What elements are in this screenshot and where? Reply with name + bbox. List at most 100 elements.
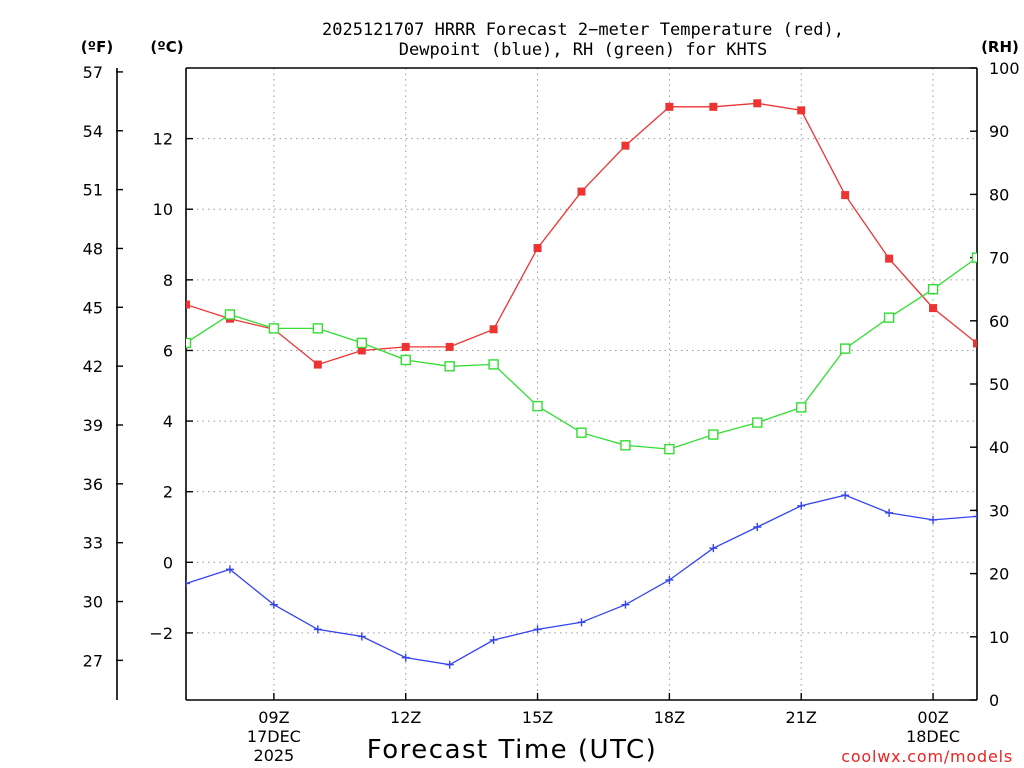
- 2-meter-temperature-point: [533, 244, 542, 253]
- fahrenheit-tick-label: 48: [83, 239, 103, 258]
- rh-point: [620, 440, 631, 451]
- dewpoint-point: [445, 660, 454, 669]
- chart-title-line1: 2025121707 HRRR Forecast 2−meter Tempera…: [322, 20, 844, 40]
- dewpoint-point: [797, 501, 806, 510]
- rh-unit-label: (RH): [981, 38, 1019, 56]
- celsius-tick-label: −2: [149, 624, 173, 643]
- 2-meter-temperature-point: [885, 254, 894, 263]
- rh-point: [796, 402, 807, 413]
- rh-point: [532, 400, 543, 412]
- celsius-tick-label: 4: [163, 412, 173, 431]
- rh-tick-label: 70: [989, 249, 1009, 268]
- fahrenheit-tick-label: 54: [83, 122, 103, 141]
- rh-tick-label: 100: [989, 59, 1020, 78]
- celsius-tick-label: 12: [153, 130, 173, 149]
- 2-meter-temperature-point: [665, 102, 674, 111]
- x-axis-title: Forecast Time (UTC): [367, 735, 658, 765]
- rh-tick-label: 90: [989, 122, 1009, 141]
- dewpoint-point: [533, 625, 542, 634]
- dewpoint-point: [621, 600, 630, 609]
- 2-meter-temperature-point: [357, 346, 366, 355]
- 2-meter-temperature-point: [797, 106, 806, 115]
- x-tick-label: 18Z: [654, 708, 685, 727]
- dewpoint-point: [973, 512, 977, 521]
- rh-tick-label: 40: [989, 438, 1009, 457]
- rh-point: [971, 252, 977, 263]
- chart-title-line2: Dewpoint (blue), RH (green) for KHTS: [399, 40, 767, 60]
- dewpoint-point: [269, 600, 278, 609]
- 2-meter-temperature-series-line: [186, 102, 977, 366]
- 2-meter-temperature-point: [753, 99, 762, 108]
- x-tick-date-label: 18DEC: [906, 727, 960, 746]
- fahrenheit-tick-label: 36: [83, 475, 103, 494]
- rh-tick-label: 10: [989, 628, 1009, 647]
- fahrenheit-tick-label: 45: [83, 298, 103, 317]
- rh-point: [444, 361, 455, 372]
- x-tick-label: 15Z: [522, 708, 553, 727]
- dewpoint-point: [313, 625, 322, 634]
- dewpoint-point: [929, 515, 938, 524]
- grid-lines: [186, 68, 977, 700]
- rh-point: [268, 323, 280, 334]
- 2-meter-temperature-point: [313, 360, 322, 369]
- rh-tick-label: 80: [989, 185, 1009, 204]
- dewpoint-point: [753, 522, 762, 531]
- rh-point: [664, 443, 675, 455]
- x-tick-date-label: 17DEC: [247, 727, 301, 746]
- x-tick-label: 21Z: [786, 708, 817, 727]
- fahrenheit-tick-label: 51: [83, 181, 103, 200]
- dewpoint-point: [357, 632, 366, 641]
- dewpoint-point: [885, 508, 894, 517]
- 2-meter-temperature-point: [401, 342, 410, 351]
- 2-meter-temperature-point: [621, 141, 630, 150]
- 2-meter-temperature-point: [489, 325, 498, 334]
- celsius-tick-label: 10: [153, 200, 173, 219]
- x-tick-year-label: 2025: [254, 746, 295, 765]
- dewpoint-series-line: [186, 494, 977, 666]
- dewpoint-point: [489, 635, 498, 644]
- fahrenheit-tick-label: 42: [83, 357, 103, 376]
- celsius-tick-label: 6: [163, 341, 173, 360]
- rh-tick-label: 30: [989, 501, 1009, 520]
- x-tick-label: 09Z: [258, 708, 289, 727]
- x-tick-label: 12Z: [390, 708, 421, 727]
- dewpoint-point: [841, 491, 850, 500]
- dewpoint-point: [709, 544, 718, 553]
- rh-point: [186, 337, 192, 349]
- series-group: [186, 99, 977, 669]
- celsius-unit-label: (ºC): [150, 38, 183, 56]
- axes: 27 30 33 36 39 42 45 48 51 54 57 −2 0 2 4 6 8 10 12 0 10 20 30…: [83, 59, 1020, 765]
- rh-point: [883, 312, 895, 323]
- rh-point: [576, 427, 587, 438]
- fahrenheit-tick-label: 33: [83, 534, 103, 553]
- dewpoint-point: [401, 653, 410, 662]
- dewpoint-point: [225, 565, 234, 574]
- 2-meter-temperature-point: [841, 191, 850, 200]
- fahrenheit-unit-label: (ºF): [81, 38, 113, 56]
- rh-tick-label: 20: [989, 565, 1009, 584]
- 2-meter-temperature-point: [445, 342, 454, 351]
- rh-tick-label: 60: [989, 312, 1009, 331]
- rh-tick-label: 50: [989, 375, 1009, 394]
- 2-meter-temperature-point: [973, 339, 977, 348]
- fahrenheit-tick-label: 30: [83, 593, 103, 612]
- rh-point: [312, 323, 324, 334]
- celsius-tick-label: 8: [163, 271, 173, 290]
- 2-meter-temperature-point: [929, 304, 938, 313]
- dewpoint-point: [186, 579, 190, 588]
- fahrenheit-tick-label: 39: [83, 416, 103, 435]
- plot-series: [186, 99, 977, 669]
- 2-meter-temperature-point: [577, 187, 586, 196]
- rh-tick-label: 0: [989, 691, 999, 710]
- 2-meter-temperature-point: [186, 300, 190, 309]
- rh-point: [224, 309, 236, 320]
- rh-point: [752, 417, 763, 428]
- credit-text: coolwx.com/models: [841, 747, 1013, 766]
- fahrenheit-tick-label: 57: [83, 63, 103, 82]
- dewpoint-point: [665, 575, 674, 584]
- rh-point: [927, 284, 939, 295]
- fahrenheit-tick-label: 27: [83, 651, 103, 670]
- celsius-tick-label: 2: [163, 483, 173, 502]
- x-tick-label: 00Z: [917, 708, 948, 727]
